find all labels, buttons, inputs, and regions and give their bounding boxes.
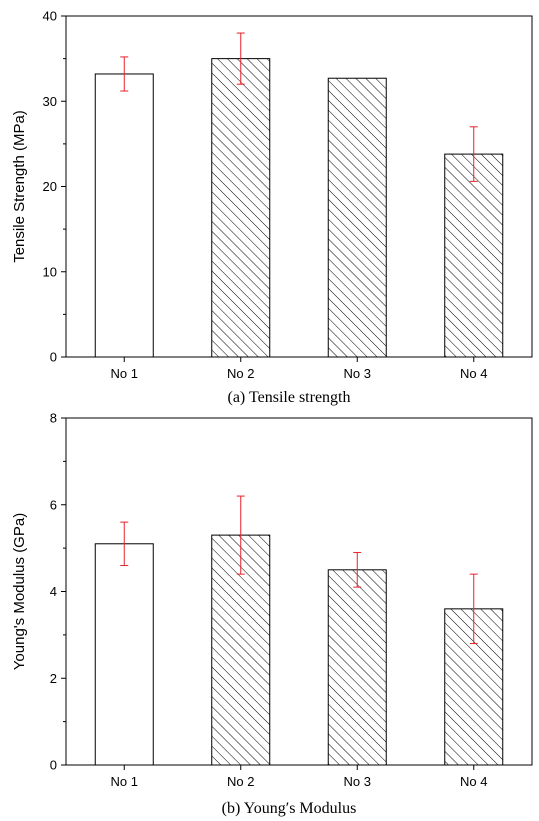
- y-axis-label: Tensile Strength (MPa): [11, 110, 28, 263]
- tensile-strength-chart: 0 10 20 30 40 No 1 No 2 No 3 No 4 Tensile Streng…: [11, 9, 533, 406]
- y-tick-label: 20: [43, 179, 57, 194]
- error-bar-no-4: [469, 126, 478, 182]
- x-tick-label: No 2: [227, 366, 254, 381]
- error-bar-no-2: [236, 495, 245, 575]
- x-tick-label: No 1: [111, 774, 138, 789]
- y-axis-label: Young's Modulus (GPa): [11, 513, 28, 670]
- x-tick-label: No 1: [111, 366, 138, 381]
- chart-caption: (b) Young′s Modulus: [222, 800, 357, 817]
- plot-frame: [65, 417, 533, 766]
- y-tick-label: 8: [50, 411, 57, 426]
- error-bar-no-1: [120, 56, 129, 92]
- x-tick-label: No 4: [460, 366, 487, 381]
- bar-no-4: [444, 153, 504, 358]
- x-tick-label: No 4: [460, 774, 487, 789]
- bar-no-1: [94, 543, 154, 766]
- x-tick-label: No 3: [344, 366, 371, 381]
- error-bar-no-1: [120, 521, 129, 566]
- bar-no-3: [327, 569, 387, 766]
- y-tick-label: 10: [43, 264, 57, 279]
- y-tick-label: 6: [50, 497, 57, 512]
- x-tick-label: No 3: [344, 774, 371, 789]
- error-bar-no-4: [469, 573, 478, 645]
- y-tick-label: 4: [50, 584, 57, 599]
- y-tick-label: 0: [50, 758, 57, 773]
- y-tick-label: 2: [50, 671, 57, 686]
- youngs-modulus-chart: 0 2 4 6 8 No 1 No 2 No 3 No 4 Young's Modulus (G…: [11, 411, 533, 817]
- x-tick-label: No 2: [227, 774, 254, 789]
- chart-caption: (a) Tensile strength: [228, 389, 351, 406]
- bar-no-3: [327, 77, 387, 358]
- error-bar-no-2: [236, 32, 245, 85]
- error-bar-no-3: [353, 551, 362, 588]
- bar-no-1: [94, 73, 154, 358]
- bar-no-2: [211, 58, 271, 358]
- y-tick-label: 40: [43, 9, 57, 24]
- y-tick-label: 0: [50, 350, 57, 365]
- plot-frame: [65, 15, 533, 358]
- y-tick-label: 30: [43, 94, 57, 109]
